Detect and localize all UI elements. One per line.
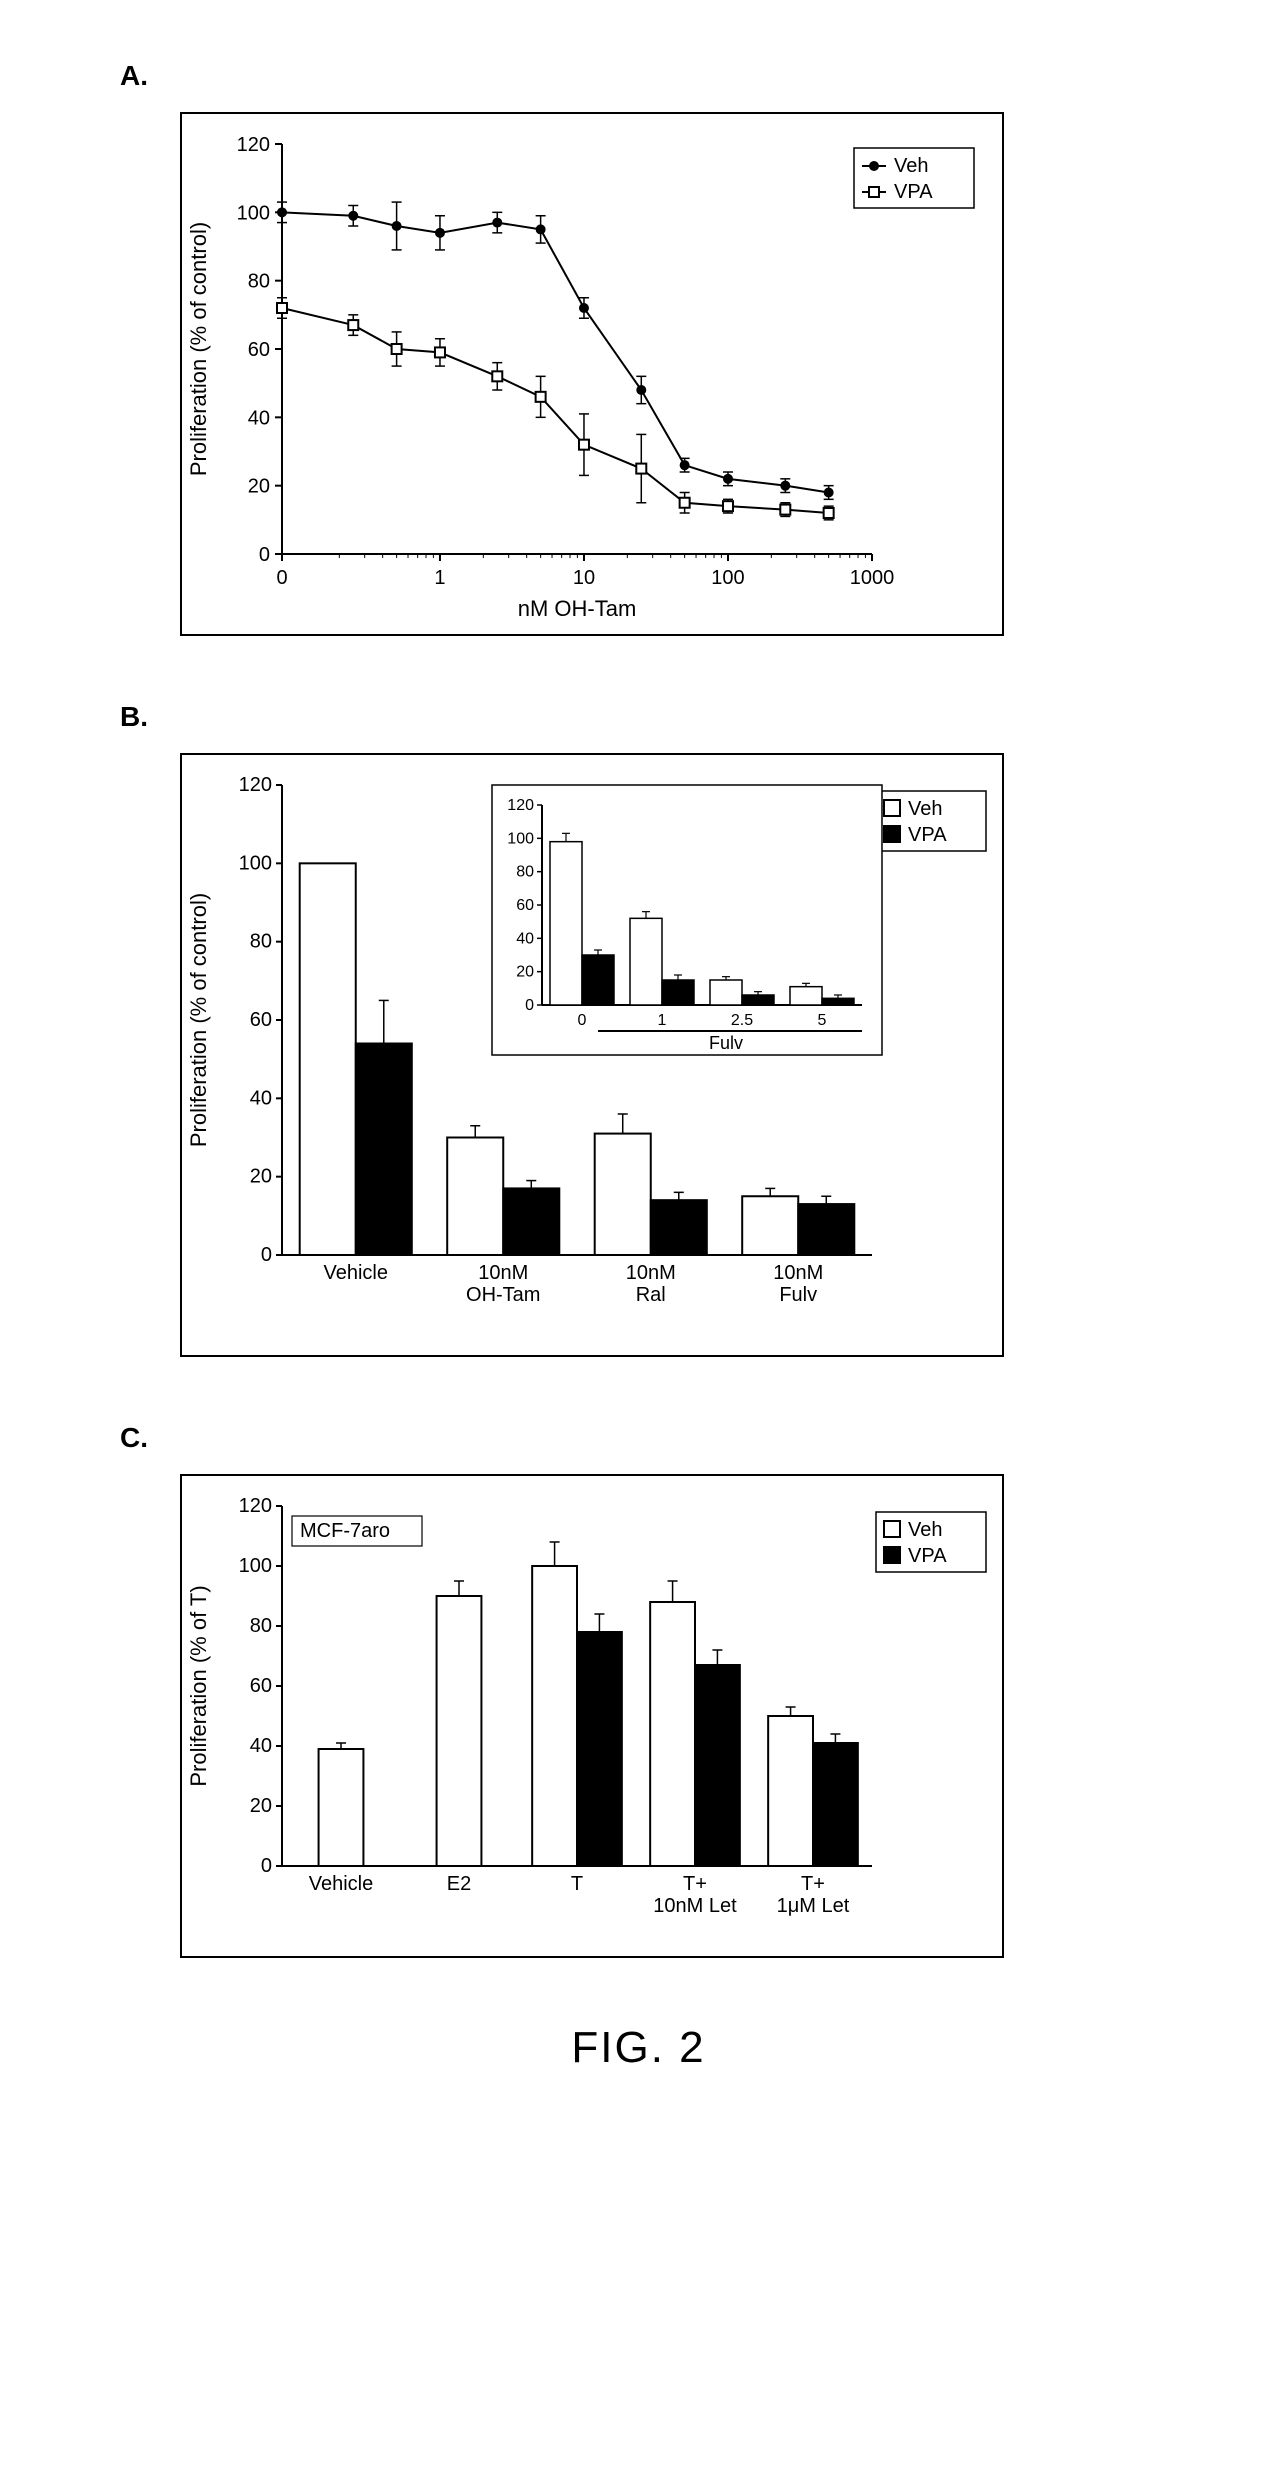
svg-text:T+: T+ [683,1873,707,1895]
svg-text:2.5: 2.5 [731,1012,753,1029]
svg-text:5: 5 [818,1012,827,1029]
svg-text:1000: 1000 [850,567,895,589]
svg-text:10nM: 10nM [773,1262,823,1284]
svg-text:40: 40 [248,407,270,429]
svg-text:OH-Tam: OH-Tam [466,1284,540,1306]
svg-text:Veh: Veh [908,798,942,820]
svg-text:Fulv: Fulv [709,1033,743,1053]
svg-text:1: 1 [434,567,445,589]
svg-text:10nM Let: 10nM Let [653,1895,737,1917]
svg-text:0: 0 [261,1855,272,1877]
svg-text:120: 120 [239,774,272,796]
svg-text:Veh: Veh [894,155,928,177]
svg-text:120: 120 [237,134,270,156]
panel-a-chart: 0 20 40 60 80 100 120 0 1 10 100 1000 nM OH-Tam Proli… [182,114,1002,634]
svg-text:nM OH-Tam: nM OH-Tam [518,596,637,621]
svg-text:80: 80 [516,864,534,881]
svg-text:0: 0 [259,544,270,566]
panel-a-frame: 0 20 40 60 80 100 120 0 1 10 100 1000 nM OH-Tam Proli… [180,112,1004,636]
svg-text:60: 60 [248,339,270,361]
panel-c-frame: 0 20 40 60 80 100 120 Proliferation (% of T) Veh… [180,1474,1004,1958]
svg-text:40: 40 [250,1735,272,1757]
svg-text:Fulv: Fulv [779,1284,817,1306]
svg-text:T+: T+ [801,1873,825,1895]
svg-text:100: 100 [239,852,272,874]
svg-text:Ral: Ral [636,1284,666,1306]
svg-text:80: 80 [250,1615,272,1637]
panel-b-chart: 020406080100120Proliferation (% of contr… [182,755,1002,1355]
svg-text:60: 60 [250,1009,272,1031]
svg-text:0: 0 [578,1012,587,1029]
svg-text:60: 60 [250,1675,272,1697]
svg-text:20: 20 [250,1795,272,1817]
panel-b-label: B. [120,701,1157,733]
svg-text:40: 40 [516,930,534,947]
svg-text:VPA: VPA [908,1545,947,1567]
panel-c-label: C. [120,1422,1157,1454]
svg-text:120: 120 [239,1495,272,1517]
svg-text:10nM: 10nM [626,1262,676,1284]
svg-text:60: 60 [516,897,534,914]
svg-text:20: 20 [250,1166,272,1188]
svg-text:10nM: 10nM [478,1262,528,1284]
panel-a-label: A. [120,60,1157,92]
panel-b-frame: 020406080100120Proliferation (% of contr… [180,753,1004,1357]
svg-text:E2: E2 [447,1873,471,1895]
svg-text:80: 80 [250,931,272,953]
svg-text:Proliferation (% of control): Proliferation (% of control) [186,893,211,1147]
svg-text:100: 100 [711,567,744,589]
figure-page: A. 02040608010012001101001000nM OH-TamPr… [0,0,1277,2113]
svg-text:120: 120 [507,797,534,814]
svg-text:0: 0 [525,997,534,1014]
figure-caption: FIG. 2 [120,2023,1157,2073]
svg-text:80: 80 [248,271,270,293]
svg-text:VPA: VPA [908,824,947,846]
panel-a: A. 0 20 40 60 80 100 120 0 1 10 100 1000 nM OH-Tam Pr… [120,60,1157,641]
panel-c-chart: 0 20 40 60 80 100 120 Proliferation (% of T) Veh… [182,1476,1002,1956]
svg-text:T: T [571,1873,583,1895]
svg-text:VPA: VPA [894,181,933,203]
svg-text:100: 100 [237,202,270,224]
svg-text:Vehicle: Vehicle [324,1262,389,1284]
svg-text:40: 40 [250,1087,272,1109]
svg-text:100: 100 [507,830,534,847]
svg-text:20: 20 [248,476,270,498]
svg-text:0: 0 [261,1244,272,1266]
svg-text:Vehicle: Vehicle [309,1873,374,1895]
svg-text:20: 20 [516,964,534,981]
svg-text:Veh: Veh [908,1519,942,1541]
panel-b: B. 020406080100120Proliferation (% of co… [120,701,1157,1362]
svg-text:1: 1 [658,1012,667,1029]
svg-text:10: 10 [573,567,595,589]
svg-text:MCF-7aro: MCF-7aro [300,1520,390,1542]
svg-text:1μM Let: 1μM Let [777,1895,850,1917]
svg-text:100: 100 [239,1555,272,1577]
svg-text:Proliferation (% of control): Proliferation (% of control) [186,222,211,476]
svg-text:0: 0 [276,567,287,589]
panel-c: C. 0 20 40 60 80 100 120 Proliferation (% of T)… [120,1422,1157,1963]
svg-text:Proliferation (% of T): Proliferation (% of T) [186,1585,211,1786]
